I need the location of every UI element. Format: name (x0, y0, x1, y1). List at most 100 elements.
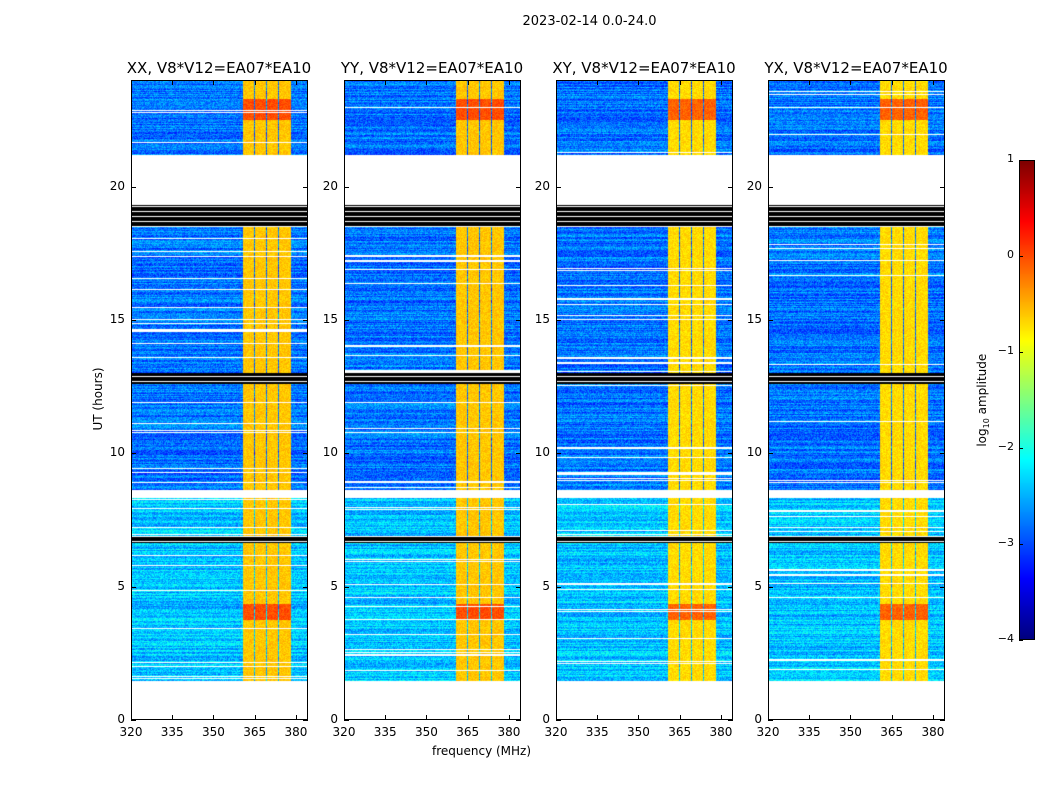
y-tick-mark (131, 453, 136, 455)
y-tick-mark (131, 586, 136, 588)
x-tick-mark (508, 80, 510, 85)
colorbar-tick-label: 1 (1007, 152, 1014, 165)
x-tick-mark (426, 715, 428, 720)
y-tick-mark (940, 320, 945, 321)
y-tick-label: 10 (746, 445, 762, 460)
x-tick-label: 335 (585, 725, 609, 739)
x-tick-mark (131, 80, 132, 85)
y-tick-mark (768, 586, 773, 588)
y-tick-mark (940, 453, 945, 455)
y-tick-label: 20 (534, 178, 550, 193)
y-tick-mark (516, 186, 521, 188)
heatmap-panel-xy (556, 80, 733, 720)
x-tick-mark (768, 715, 769, 720)
x-tick-mark (809, 80, 811, 85)
y-tick-mark (940, 720, 945, 721)
heatmap-image (769, 81, 944, 719)
x-tick-mark (768, 80, 769, 85)
y-tick-label: 10 (534, 445, 550, 460)
x-tick-mark (295, 715, 297, 720)
y-tick-mark (303, 320, 308, 321)
y-tick-label: 5 (542, 578, 550, 593)
x-tick-label: 380 (709, 725, 733, 739)
x-tick-mark (720, 715, 722, 720)
x-tick-mark (467, 715, 469, 720)
colorbar-tick-mark (1019, 448, 1023, 449)
x-tick-label: 365 (668, 725, 692, 739)
heatmap-panel-yy (344, 80, 521, 720)
x-tick-label: 320 (119, 725, 143, 739)
y-tick-mark (556, 586, 561, 588)
x-tick-label: 335 (797, 725, 821, 739)
x-tick-label: 350 (627, 725, 650, 739)
colorbar-tick-mark (1019, 256, 1023, 257)
y-tick-label: 0 (117, 712, 125, 726)
x-tick-label: 380 (921, 725, 945, 739)
x-tick-mark (891, 80, 893, 85)
heatmap-image (345, 81, 520, 719)
heatmap-panel-yx (768, 80, 945, 720)
y-tick-mark (303, 453, 308, 455)
x-tick-label: 365 (243, 725, 267, 739)
y-tick-mark (728, 320, 733, 321)
y-tick-mark (728, 186, 733, 188)
y-tick-mark (131, 720, 136, 721)
y-tick-label: 15 (534, 312, 550, 326)
colorbar-gradient (1020, 161, 1034, 639)
x-tick-mark (295, 80, 297, 85)
x-tick-mark (131, 715, 132, 720)
colorbar-tick-mark (1019, 352, 1023, 353)
y-tick-mark (516, 453, 521, 455)
x-tick-mark (385, 715, 387, 720)
colorbar (1019, 160, 1035, 640)
x-tick-mark (213, 80, 215, 85)
y-tick-mark (768, 186, 773, 188)
heatmap-panel-xx (131, 80, 308, 720)
y-tick-label: 15 (322, 312, 338, 326)
y-tick-mark (344, 453, 349, 455)
colorbar-tick-mark (1019, 160, 1023, 161)
y-tick-label: 15 (746, 312, 762, 326)
x-tick-mark (426, 80, 428, 85)
y-tick-label: 10 (109, 445, 125, 460)
y-tick-label: 10 (322, 445, 338, 460)
x-tick-mark (597, 80, 599, 85)
x-tick-label: 350 (839, 725, 862, 739)
x-tick-label: 380 (284, 725, 308, 739)
y-tick-mark (768, 453, 773, 455)
x-tick-label: 335 (373, 725, 397, 739)
colorbar-label-rest: amplitude (974, 353, 989, 419)
x-tick-mark (467, 80, 469, 85)
x-tick-mark (679, 80, 681, 85)
y-tick-mark (556, 320, 561, 321)
colorbar-label: log10 amplitude (975, 350, 991, 450)
x-tick-label: 320 (756, 725, 780, 739)
colorbar-tick-label: −2 (997, 440, 1014, 453)
x-tick-mark (597, 715, 599, 720)
y-tick-mark (303, 720, 308, 721)
colorbar-tick-mark (1019, 640, 1023, 641)
x-tick-mark (638, 715, 640, 720)
x-tick-mark (172, 715, 174, 720)
panel-title: YY, V8*V12=EA07*EA10 (340, 59, 524, 77)
y-tick-mark (516, 320, 521, 321)
y-tick-label: 20 (322, 178, 338, 193)
x-tick-mark (508, 715, 510, 720)
y-tick-mark (303, 186, 308, 188)
x-tick-mark (344, 715, 345, 720)
x-tick-label: 365 (880, 725, 904, 739)
y-tick-mark (556, 720, 561, 721)
x-tick-mark (932, 715, 934, 720)
x-tick-mark (344, 80, 345, 85)
x-tick-mark (809, 715, 811, 720)
y-tick-label: 5 (117, 578, 125, 593)
y-axis-label: UT (hours) (91, 367, 105, 431)
colorbar-tick-label: 0 (1007, 248, 1014, 261)
y-tick-mark (728, 586, 733, 588)
y-tick-mark (303, 586, 308, 588)
y-tick-mark (768, 320, 773, 321)
x-tick-mark (850, 715, 852, 720)
y-tick-mark (556, 186, 561, 188)
y-tick-label: 20 (746, 178, 762, 193)
